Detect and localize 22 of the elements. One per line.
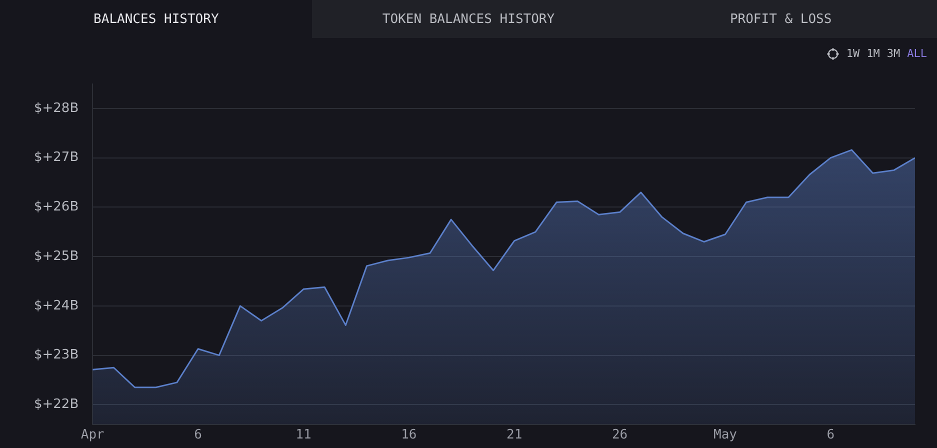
text: ALL: [907, 47, 927, 60]
text: PROFIT & LOSS: [624, 0, 937, 38]
x-tick-label: Apr: [80, 428, 105, 443]
x-tick-label: 11: [296, 428, 312, 443]
x-tick-label: 26: [612, 428, 628, 443]
text: BALANCES HISTORY: [0, 0, 312, 38]
x-tick-label: 16: [401, 428, 417, 443]
y-tick-label: $+25B: [34, 248, 79, 264]
text: 3M: [886, 47, 900, 60]
y-tick-label: $+24B: [34, 298, 79, 314]
y-tick-label: $+22B: [34, 397, 79, 412]
text: 1M: [866, 47, 880, 60]
x-tick-label: 6: [826, 428, 835, 443]
text: 1W: [846, 47, 860, 60]
x-tick-label: 21: [506, 428, 522, 443]
x-tick-label: 6: [194, 428, 202, 443]
y-tick-label: $+27B: [34, 150, 79, 166]
y-tick-label: $+23B: [34, 348, 79, 363]
y-tick-label: $+26B: [34, 200, 79, 215]
y-tick-label: $+28B: [34, 100, 79, 116]
x-tick-label: May: [713, 428, 738, 443]
text: TOKEN BALANCES HISTORY: [312, 0, 625, 38]
